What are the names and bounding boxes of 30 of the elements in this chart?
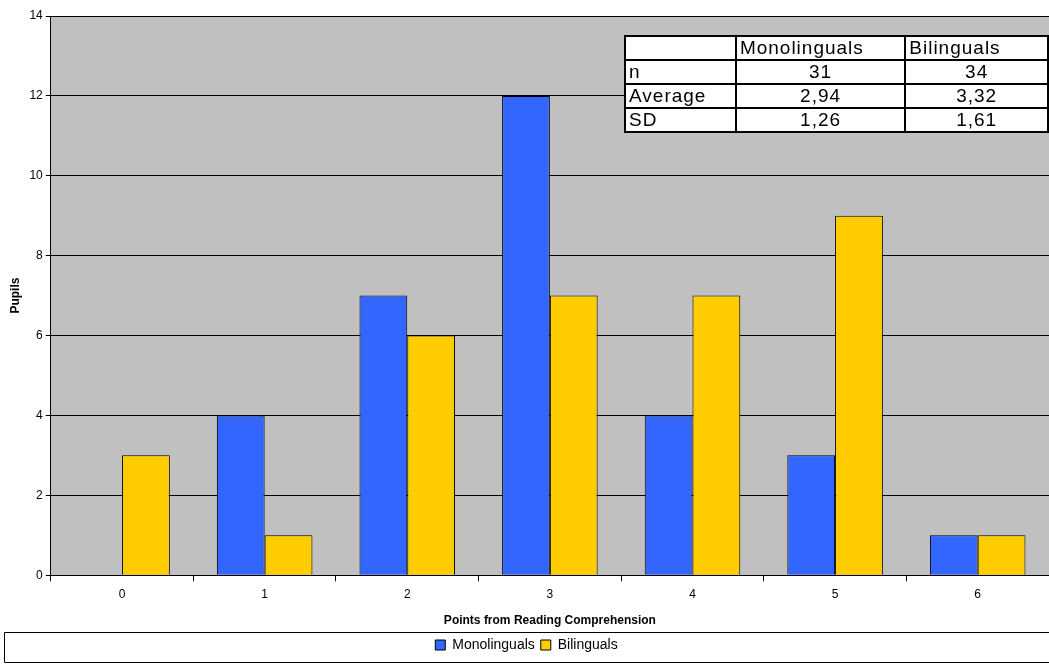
y-tick-label: 2 — [36, 487, 44, 502]
x-tick-label: 1 — [261, 586, 269, 601]
annotation: SD — [625, 108, 736, 132]
y-tick-label: 10 — [29, 168, 44, 183]
annotation: Average — [625, 84, 736, 108]
x-axis-title: Points from Reading Comprehension — [443, 613, 656, 628]
x-tick-label: 5 — [831, 586, 839, 601]
x-tick-label: 0 — [118, 586, 126, 601]
annotation: 1,26 — [735, 108, 906, 132]
x-tick-label: 6 — [974, 586, 982, 601]
x-tick-label: 4 — [689, 586, 697, 601]
y-tick-label: 6 — [36, 327, 44, 342]
legend-label: Monolinguals — [452, 635, 535, 652]
annotation: 1,61 — [905, 108, 1048, 132]
annotation: 2,94 — [735, 84, 906, 108]
annotation: 31 — [735, 60, 906, 84]
y-tick-label: 0 — [36, 567, 44, 582]
x-tick-label: 3 — [546, 586, 554, 601]
annotation: 3,32 — [905, 84, 1048, 108]
x-tick-label: 2 — [403, 586, 411, 601]
y-tick-label: 14 — [29, 8, 44, 23]
y-tick-label: 12 — [29, 88, 44, 103]
annotation: n — [625, 60, 736, 84]
legend-label: Bilinguals — [557, 635, 618, 652]
annotation: Bilinguals — [905, 36, 1048, 60]
annotation: Monolinguals — [735, 36, 906, 60]
y-tick-label: 8 — [36, 247, 44, 262]
y-tick-label: 4 — [36, 407, 44, 422]
y-axis-title: Pupils — [7, 277, 22, 314]
annotation: 34 — [905, 60, 1048, 84]
